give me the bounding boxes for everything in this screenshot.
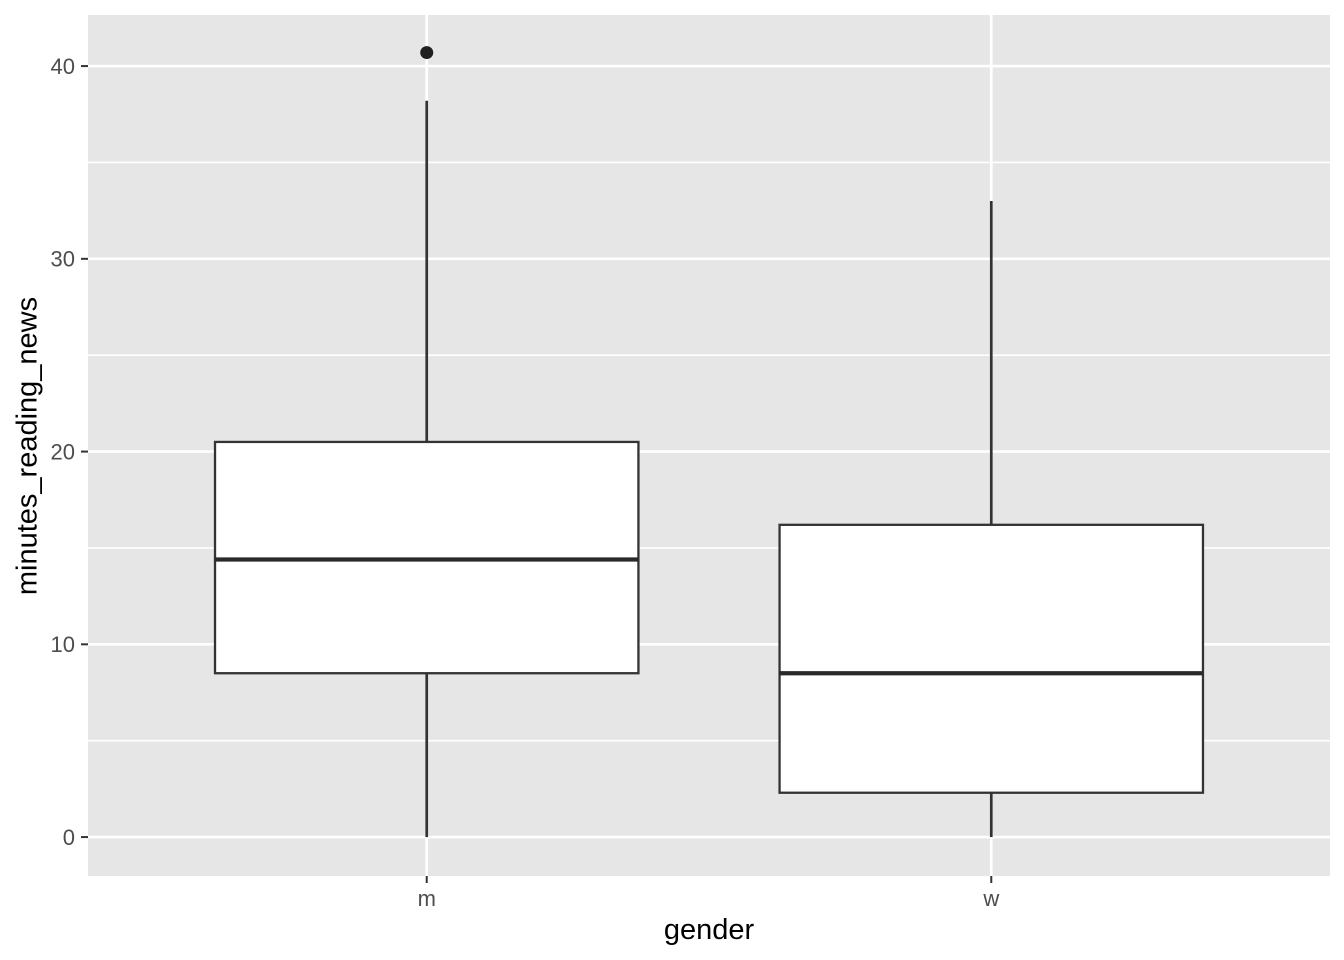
box-iqr xyxy=(778,523,1205,794)
y-tick-label: 30 xyxy=(51,247,75,272)
y-axis-title: minutes_reading_news xyxy=(11,296,44,596)
x-axis-title: gender xyxy=(663,914,755,946)
y-tick-label: 20 xyxy=(51,439,75,464)
x-tick-label: m xyxy=(418,886,436,911)
y-tick-label: 10 xyxy=(51,632,75,657)
y-tick-label: 0 xyxy=(63,825,75,850)
x-tick-label: w xyxy=(982,886,999,911)
outlier-point xyxy=(420,46,434,60)
y-tick-label: 40 xyxy=(51,54,75,79)
